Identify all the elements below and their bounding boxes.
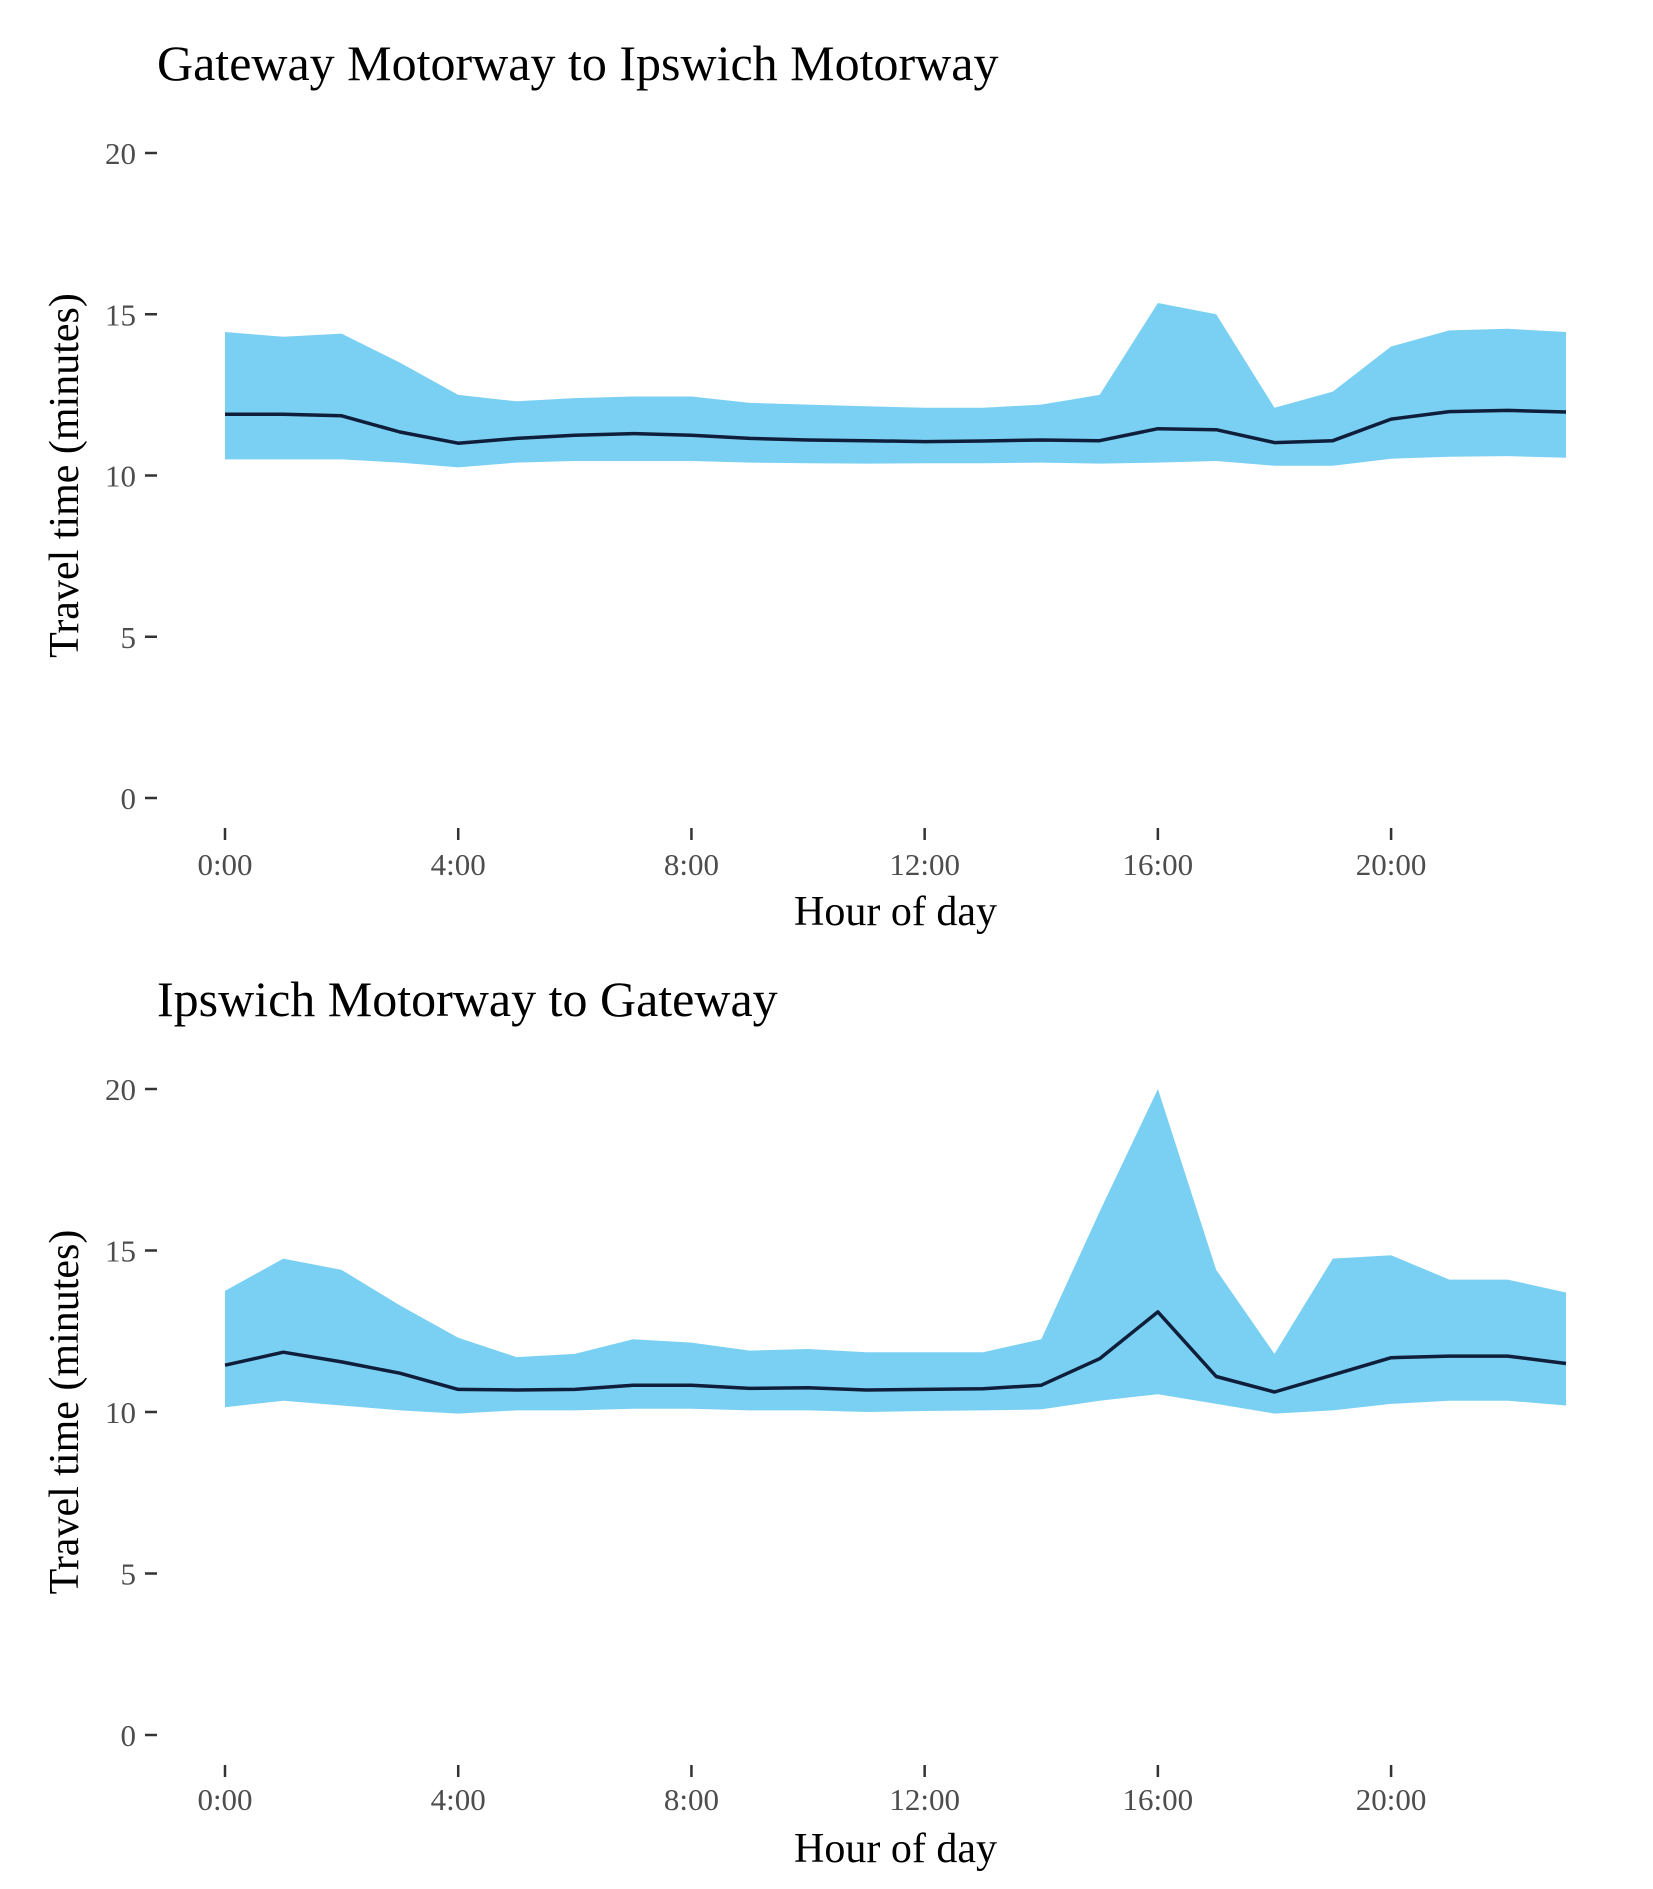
y-tick-label: 0: [121, 781, 137, 816]
x-tick-label: 20:00: [1356, 847, 1427, 882]
travel-time-line: [225, 408, 1567, 445]
y-axis-title: Travel time (minutes): [42, 1230, 88, 1595]
y-axis-title: Travel time (minutes): [42, 293, 88, 658]
x-tick-label: 4:00: [431, 1782, 486, 1817]
y-tick-label: 0: [121, 1718, 137, 1753]
x-tick-label: 8:00: [664, 847, 719, 882]
x-tick-label: 12:00: [889, 1782, 960, 1817]
x-tick-label: 12:00: [889, 847, 960, 882]
y-tick-label: 10: [105, 1395, 136, 1430]
y-tick-label: 5: [121, 620, 137, 655]
panel-ipswich-to-gateway: Ipswich Motorway to Gateway 0 5 10 15 20 0:00 4…: [42, 971, 1567, 1872]
range-band: [225, 1089, 1566, 1414]
y-tick-label: 20: [105, 136, 136, 171]
y-tick-label: 15: [105, 1234, 136, 1269]
y-tick-label: 20: [105, 1072, 136, 1107]
x-axis-title: Hour of day: [794, 1826, 997, 1872]
x-tick-label: 4:00: [431, 847, 486, 882]
x-tick-label: 0:00: [197, 847, 252, 882]
x-tick-label: 16:00: [1123, 1782, 1194, 1817]
y-tick-label: 5: [121, 1557, 137, 1592]
panel-gateway-to-ipswich: Gateway Motorway to Ipswich Motorway 0 5 10…: [42, 35, 1567, 935]
chart-title: Ipswich Motorway to Gateway: [157, 971, 778, 1027]
range-band: [225, 303, 1566, 468]
x-tick-label: 8:00: [664, 1782, 719, 1817]
x-tick-label: 20:00: [1356, 1782, 1427, 1817]
x-axis-title: Hour of day: [794, 889, 997, 935]
travel-time-line: [224, 1310, 1567, 1394]
x-tick-label: 16:00: [1123, 847, 1194, 882]
x-tick-label: 0:00: [197, 1782, 252, 1817]
y-tick-label: 10: [105, 459, 136, 494]
y-tick-label: 15: [105, 297, 136, 332]
chart-title: Gateway Motorway to Ipswich Motorway: [157, 35, 998, 91]
